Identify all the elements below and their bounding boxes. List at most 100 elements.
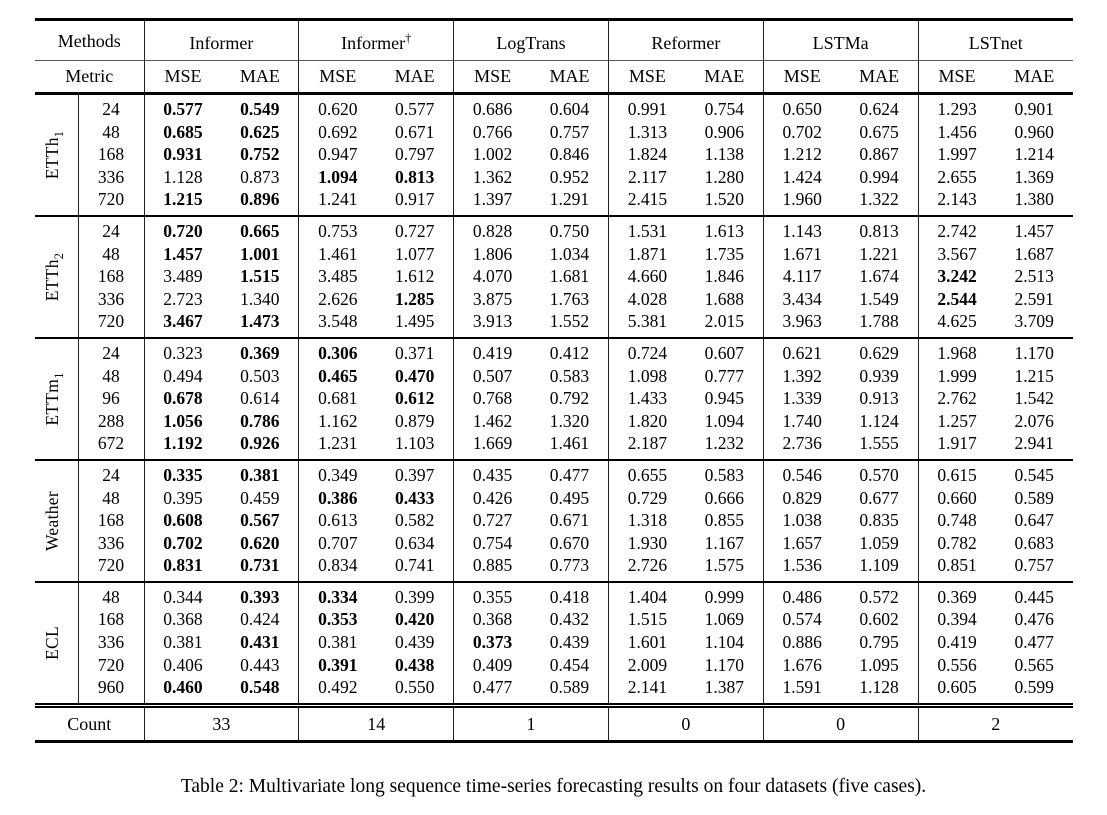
method-header-LogTrans: LogTrans (453, 19, 609, 61)
dataset-subscript: 1 (52, 372, 67, 379)
value-cell: 3.485 (298, 265, 377, 288)
dataset-block-ETTm1: ETTm1 24 0.323 0.369 0.306 0.371 0.419 0.412 0.7… (35, 337, 1073, 460)
dataset-block-ETTh2: ETTh2 24 0.720 0.665 0.753 0.727 0.828 0.750 1.5… (35, 215, 1073, 338)
value-cell: 0.355 (453, 581, 532, 609)
value-cell: 0.432 (549, 609, 590, 630)
value-cell: 0.727 (453, 509, 532, 532)
mse-header: MSE (143, 60, 222, 94)
value-cell: 0.494 (143, 364, 222, 388)
horizon-cell: 24 (77, 337, 144, 365)
value-cell: 0.720 (143, 215, 222, 243)
value-cell: 1.318 (607, 509, 686, 532)
value-cell: 2.544 (917, 287, 996, 311)
horizon-cell: 168 (77, 509, 144, 532)
value-cell: 2.723 (143, 287, 222, 311)
value-cell: 1.404 (607, 581, 686, 609)
value-cell: 0.748 (917, 509, 996, 532)
value-cell: 0.683 (1014, 532, 1054, 553)
value-cell: 0.945 (704, 388, 744, 409)
value-cell: 1.362 (453, 165, 532, 189)
value-cell: 0.433 (394, 487, 435, 508)
value-cell: 0.625 (240, 121, 280, 142)
horizon-cell: 336 (77, 165, 144, 189)
value-cell: 0.368 (143, 608, 222, 632)
value-cell: 0.913 (859, 388, 899, 409)
horizon-cell: 336 (77, 531, 144, 555)
value-cell: 0.873 (240, 166, 280, 187)
value-cell: 0.829 (762, 486, 841, 510)
value-cell: 0.368 (453, 608, 532, 632)
value-cell: 0.583 (704, 464, 744, 485)
horizon-cell: 24 (77, 459, 144, 487)
value-cell: 0.353 (298, 608, 377, 632)
value-cell: 0.424 (240, 609, 280, 630)
method-header-Informer-dagger: Informer† (298, 19, 454, 61)
count-cell: 1 (453, 705, 609, 742)
value-cell: 1.462 (453, 409, 532, 433)
horizon-cell: 168 (77, 143, 144, 166)
value-cell: 0.724 (607, 337, 686, 365)
table-row: 672 1.192 0.926 1.231 1.103 1.669 1.461 2.187 1.… (35, 432, 1073, 460)
value-cell: 1.542 (1014, 388, 1054, 409)
value-cell: 0.550 (394, 677, 435, 698)
value-cell: 0.952 (549, 166, 590, 187)
dataset-name: ETTm (42, 378, 63, 426)
value-cell: 0.991 (607, 93, 686, 121)
value-cell: 0.835 (859, 510, 899, 531)
table-row: 168 3.489 1.515 3.485 1.612 4.070 1.681 4.660 1.… (35, 265, 1073, 288)
value-cell: 1.457 (1014, 220, 1054, 241)
value-cell: 1.917 (917, 432, 996, 460)
horizon-cell: 720 (77, 310, 144, 338)
value-cell: 0.960 (1014, 121, 1054, 142)
mae-header: MAE (1014, 66, 1055, 86)
value-cell: 1.340 (240, 288, 280, 309)
value-cell: 1.456 (917, 120, 996, 144)
value-cell: 3.548 (298, 310, 377, 338)
value-cell: 0.614 (240, 388, 280, 409)
value-cell: 0.655 (607, 459, 686, 487)
value-cell: 0.495 (549, 487, 590, 508)
metric-label: Metric (65, 66, 114, 86)
value-cell: 0.947 (298, 143, 377, 166)
value-cell: 1.612 (394, 266, 435, 287)
value-cell: 0.486 (762, 581, 841, 609)
value-cell: 2.187 (607, 432, 686, 460)
value-cell: 0.834 (298, 554, 377, 582)
value-cell: 0.445 (1014, 586, 1054, 607)
value-cell: 0.686 (453, 93, 532, 121)
value-cell: 0.323 (143, 337, 222, 365)
table-row: ETTh2 24 0.720 0.665 0.753 0.727 0.828 0.750 1.5… (35, 215, 1073, 301)
value-cell: 1.968 (917, 337, 996, 365)
value-cell: 0.574 (762, 608, 841, 632)
value-cell: 1.669 (453, 432, 532, 460)
count-cell: 2 (917, 705, 1073, 742)
value-cell: 1.846 (704, 266, 744, 287)
value-cell: 1.034 (549, 243, 590, 264)
value-cell: 1.461 (298, 242, 377, 266)
value-cell: 0.431 (240, 632, 280, 653)
value-cell: 0.782 (917, 531, 996, 555)
value-cell: 1.339 (762, 387, 841, 410)
value-cell: 3.242 (917, 265, 996, 288)
value-cell: 4.117 (762, 265, 841, 288)
value-cell: 0.879 (394, 410, 435, 431)
value-cell: 0.335 (143, 459, 222, 487)
value-cell: 1.601 (607, 631, 686, 654)
value-cell: 0.621 (762, 337, 841, 365)
value-cell: 0.741 (394, 555, 435, 576)
value-cell: 1.291 (549, 189, 590, 210)
value-cell: 1.960 (762, 188, 841, 216)
dataset-block-ECL: ECL 48 0.344 0.393 0.334 0.399 0.355 0.418 1.404… (35, 581, 1073, 706)
value-cell: 0.675 (859, 121, 899, 142)
horizon-cell: 168 (77, 608, 144, 632)
value-cell: 0.412 (549, 342, 590, 363)
value-cell: 1.285 (394, 288, 435, 309)
value-cell: 1.128 (859, 677, 899, 698)
value-cell: 0.752 (240, 144, 280, 165)
value-cell: 0.931 (143, 143, 222, 166)
value-cell: 1.763 (549, 288, 590, 309)
value-cell: 0.608 (143, 509, 222, 532)
value-cell: 0.624 (859, 99, 899, 119)
value-cell: 0.477 (453, 676, 532, 706)
value-cell: 1.313 (607, 120, 686, 144)
